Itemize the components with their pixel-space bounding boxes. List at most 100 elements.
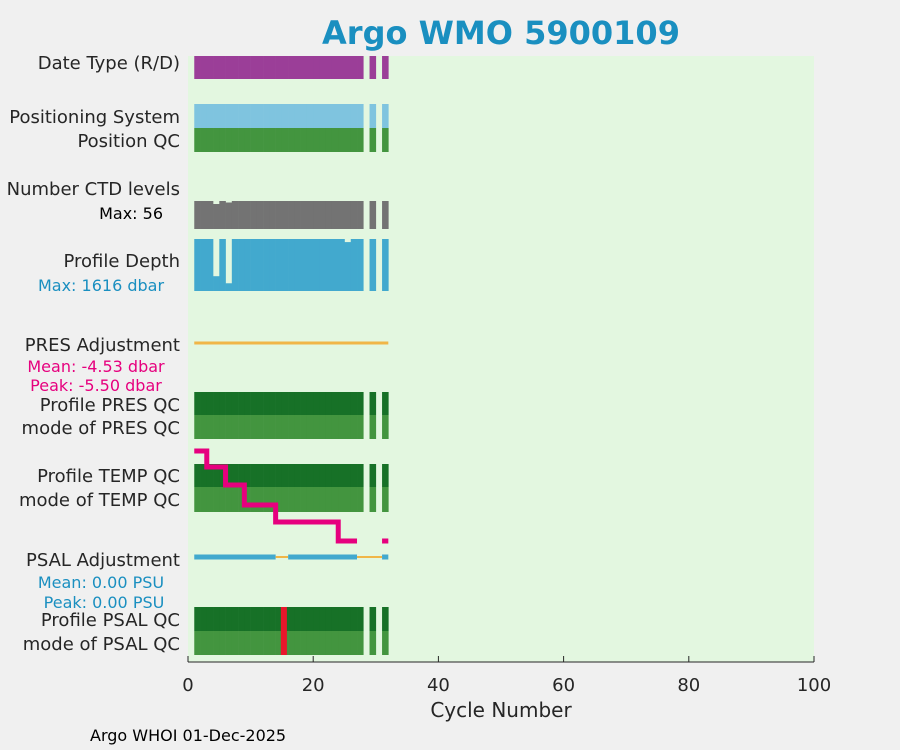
profile-psal-qc-bar xyxy=(288,607,295,631)
date-type-bar xyxy=(319,56,327,79)
profile-temp-qc-bar xyxy=(281,464,289,487)
mode-pres-qc-bar xyxy=(194,415,201,439)
positioning-system-bar xyxy=(313,104,320,128)
profile-depth-bar xyxy=(213,276,220,291)
position-qc-bar xyxy=(194,128,201,152)
date-type-bar xyxy=(281,56,289,79)
mode-psal-qc-bar xyxy=(238,631,245,655)
profile-psal-qc-bar xyxy=(313,607,320,631)
profile-depth-bar xyxy=(206,239,214,291)
mode-pres-qc-bar xyxy=(306,415,314,439)
position-qc-bar xyxy=(306,128,314,152)
profile-psal-qc-bar xyxy=(213,607,220,631)
mode-psal-qc-bar xyxy=(225,631,233,655)
profile-pres-qc-bar xyxy=(200,392,208,415)
mode-temp-qc-bar xyxy=(338,487,345,512)
profile-psal-qc-bar xyxy=(357,607,364,631)
ctd-levels-bar xyxy=(350,201,358,229)
mode-pres-qc-bar xyxy=(231,415,239,439)
positioning-system-bar xyxy=(213,104,220,128)
positioning-system-bar xyxy=(357,104,364,128)
pres-mean-note: Mean: -4.53 dbar xyxy=(27,357,165,376)
profile-pres-qc-bar xyxy=(338,392,345,415)
date-type-bar xyxy=(238,56,245,79)
mode-psal-qc-bar xyxy=(206,631,214,655)
profile-depth-bar xyxy=(344,242,352,291)
positioning-system-bar xyxy=(331,104,339,128)
profile-depth-bar xyxy=(194,239,201,291)
date-type-bar xyxy=(338,56,345,79)
mode-temp-qc-bar xyxy=(281,487,289,512)
positioning-system-bar xyxy=(256,104,264,128)
label-mode-pres-qc: mode of PRES QC xyxy=(22,418,180,439)
profile-temp-qc-bar xyxy=(338,464,345,487)
profile-pres-qc-bar xyxy=(369,392,377,415)
mode-pres-qc-bar xyxy=(369,415,377,439)
ctd-levels-bar xyxy=(238,201,245,229)
date-type-bar xyxy=(357,56,364,79)
mode-temp-qc-bar xyxy=(319,487,327,512)
profile-depth-bar xyxy=(250,239,258,291)
mode-temp-qc-bar xyxy=(194,487,201,512)
profile-pres-qc-bar xyxy=(306,392,314,415)
label-position-qc: Position QC xyxy=(77,131,180,152)
profile-psal-qc-bar xyxy=(256,607,264,631)
label-profile-temp-qc: Profile TEMP QC xyxy=(37,466,180,487)
positioning-system-bar xyxy=(244,104,251,128)
mode-pres-qc-bar xyxy=(275,415,283,439)
pink-trend-line xyxy=(194,448,358,544)
ctd-levels-bar xyxy=(219,201,226,229)
x-tick-label: 60 xyxy=(552,675,575,696)
label-positioning-system: Positioning System xyxy=(9,107,180,128)
profile-temp-qc-bar xyxy=(313,464,320,487)
date-type-bar xyxy=(306,56,314,79)
profile-psal-qc-bar xyxy=(325,607,333,631)
profile-temp-qc-bar xyxy=(200,464,208,487)
ctd-levels-bar xyxy=(269,201,276,229)
position-qc-bar xyxy=(281,128,289,152)
profile-depth-bar xyxy=(300,239,308,291)
mode-temp-qc-bar xyxy=(350,487,358,512)
profile-temp-qc-bar xyxy=(344,464,352,487)
position-qc-bar xyxy=(382,128,389,152)
position-qc-bar xyxy=(206,128,214,152)
mode-psal-qc-bar xyxy=(200,631,208,655)
profile-psal-qc-bar xyxy=(338,607,345,631)
mode-temp-qc-bar xyxy=(213,487,220,512)
mode-temp-qc-bar xyxy=(250,487,258,512)
mode-pres-qc-bar xyxy=(238,415,245,439)
ctd-levels-bar xyxy=(244,201,251,229)
position-qc-bar xyxy=(331,128,339,152)
profile-temp-qc-bar xyxy=(325,464,333,487)
mode-psal-qc-bar xyxy=(306,631,314,655)
mode-pres-qc-bar xyxy=(200,415,208,439)
label-mode-psal-qc: mode of PSAL QC xyxy=(23,634,180,655)
ctd-levels-bar xyxy=(194,201,201,229)
date-type-bar xyxy=(325,56,333,79)
profile-pres-qc-bar xyxy=(331,392,339,415)
mode-psal-qc-bar xyxy=(213,631,220,655)
ctd-levels-bar xyxy=(344,201,352,229)
profile-depth-bar xyxy=(294,239,301,291)
date-type-bar xyxy=(263,56,270,79)
mode-psal-qc-bar xyxy=(244,631,251,655)
mode-temp-qc-bar xyxy=(231,487,239,512)
positioning-system-bar xyxy=(369,104,377,128)
mode-psal-qc-bar xyxy=(369,631,377,655)
positioning-system-bar xyxy=(225,104,233,128)
mode-psal-qc-bar xyxy=(250,631,258,655)
mode-psal-qc-bar xyxy=(294,631,301,655)
date-type-bar xyxy=(300,56,308,79)
profile-psal-qc-bar xyxy=(344,607,352,631)
profile-temp-qc-bar xyxy=(382,464,389,487)
mode-psal-qc-bar xyxy=(344,631,352,655)
ctd-levels-bar xyxy=(200,201,208,229)
mode-pres-qc-bar xyxy=(382,415,389,439)
mode-temp-qc-bar xyxy=(219,487,226,512)
mode-temp-qc-bar xyxy=(256,487,264,512)
date-type-bar xyxy=(225,56,233,79)
profile-pres-qc-bar xyxy=(231,392,239,415)
mode-pres-qc-bar xyxy=(256,415,264,439)
ctd-levels-bar xyxy=(319,201,327,229)
position-qc-bar xyxy=(263,128,270,152)
